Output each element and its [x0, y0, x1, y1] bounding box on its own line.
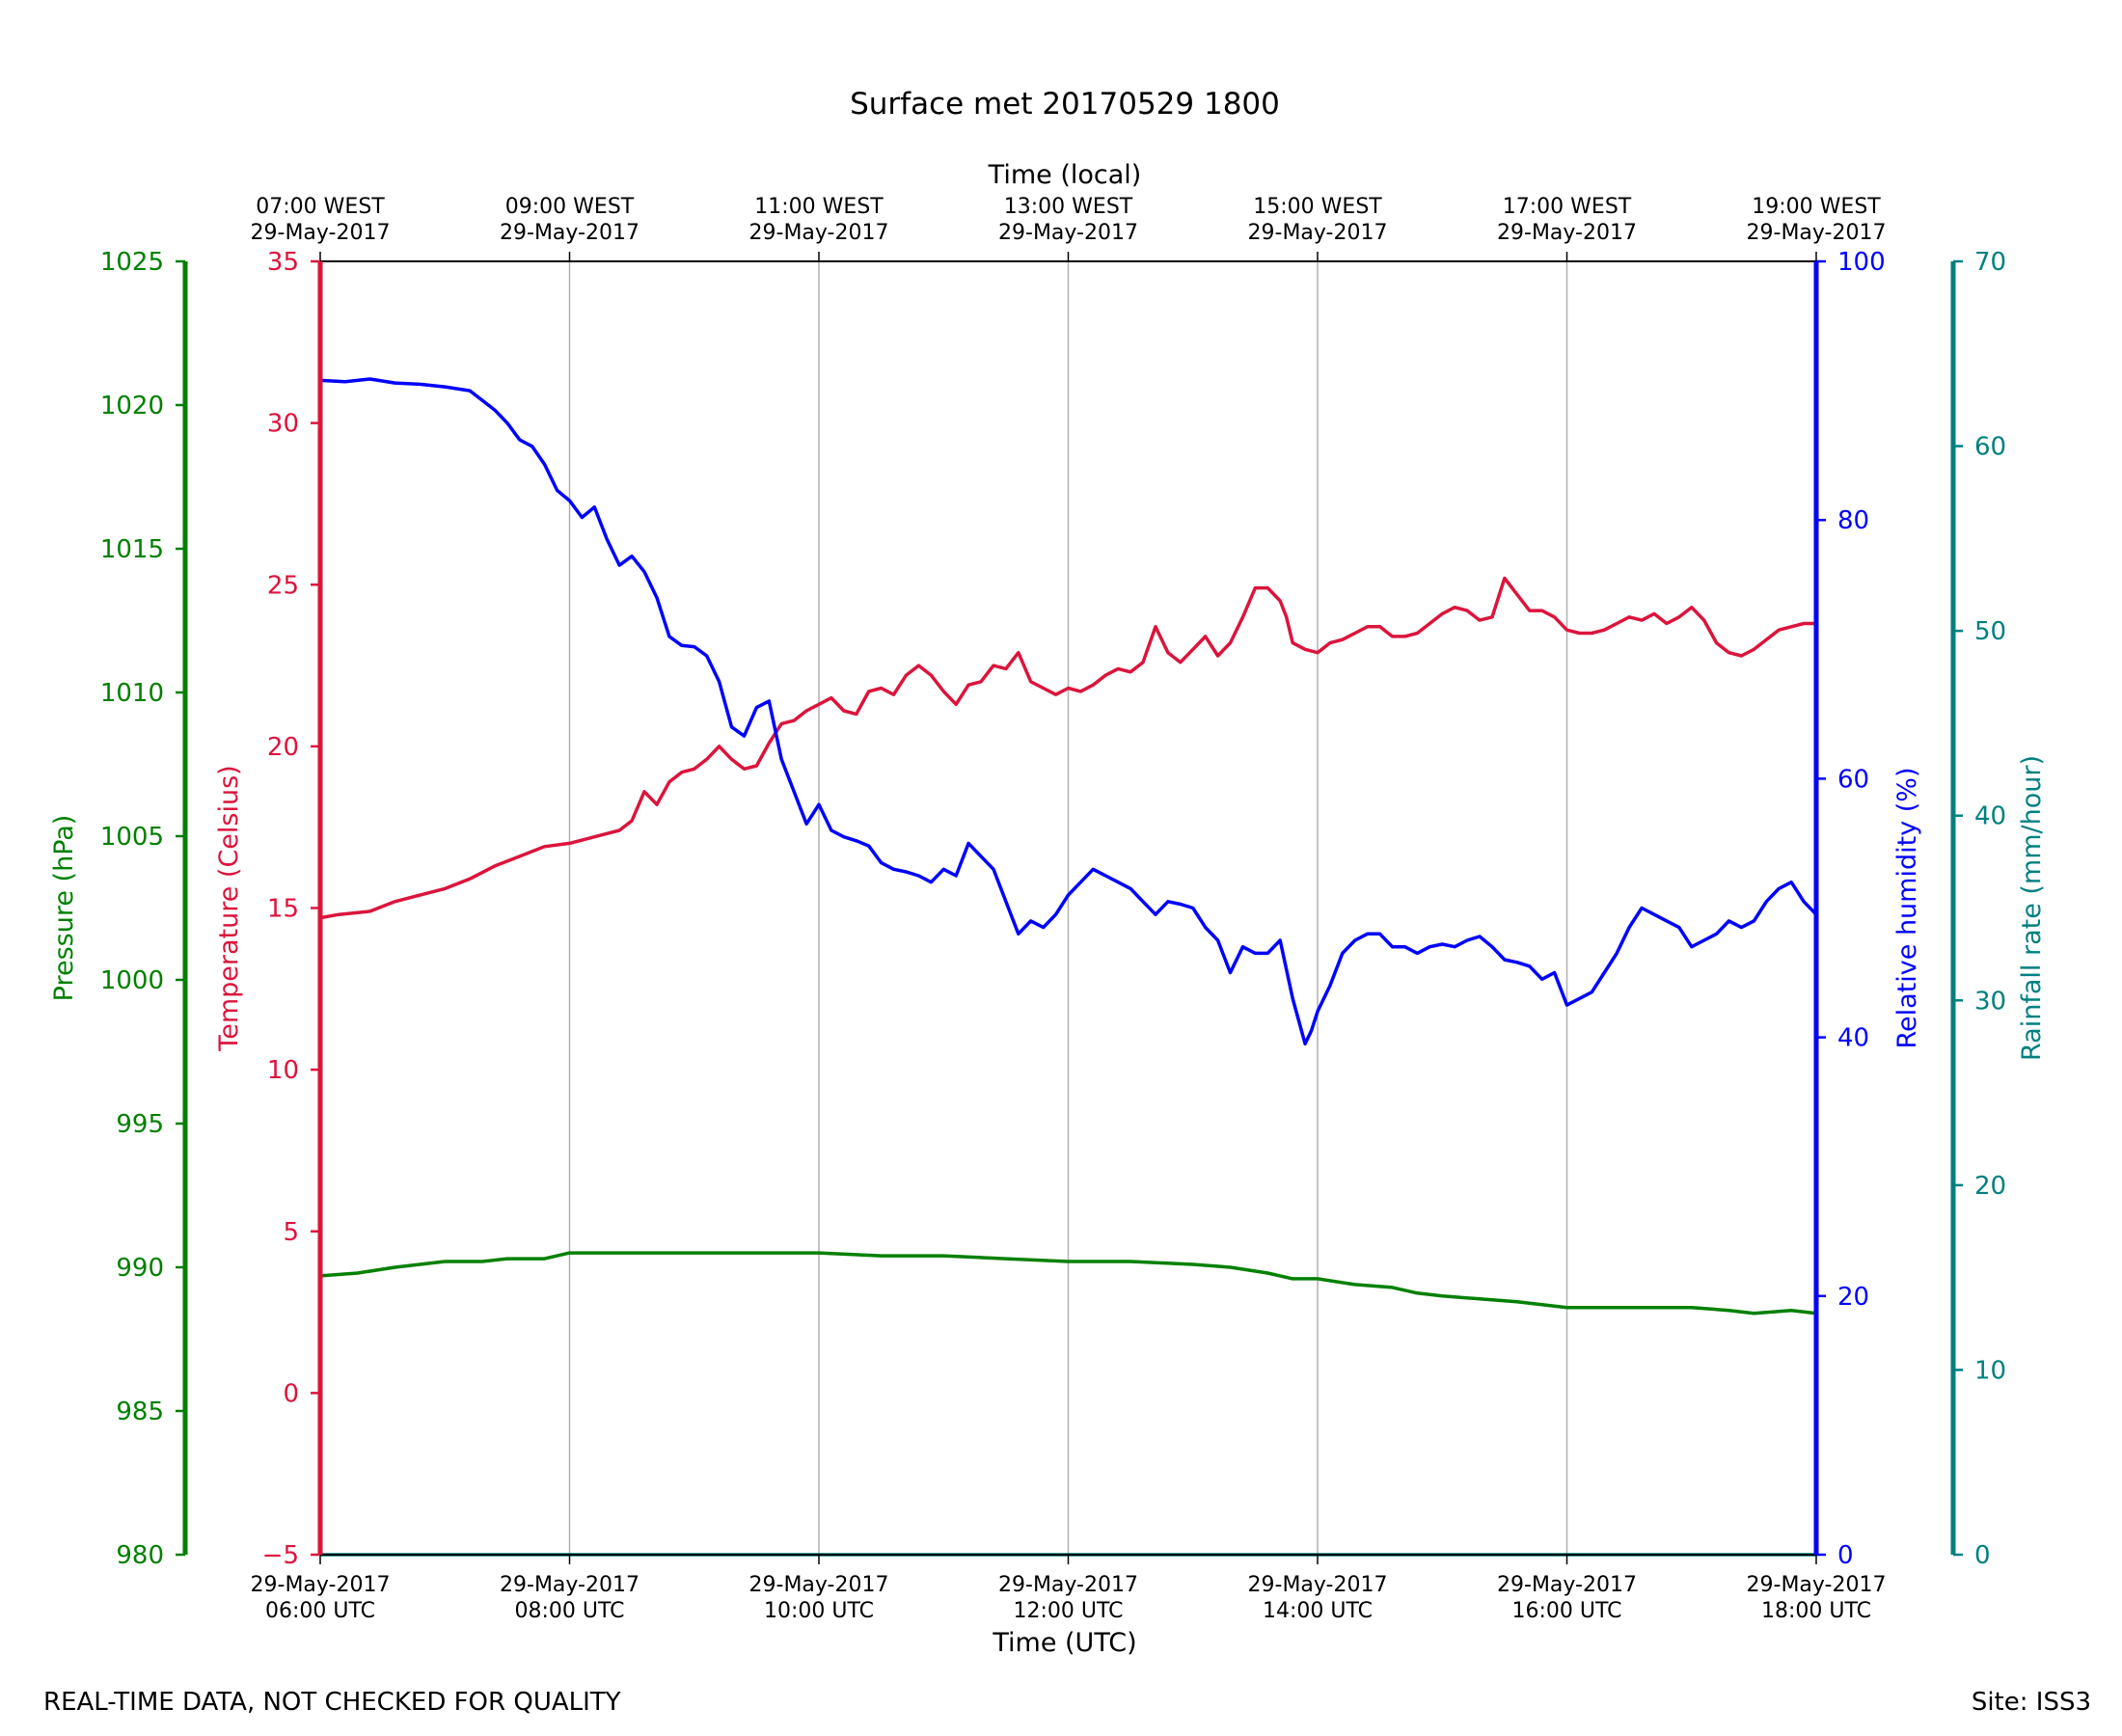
x2-tick-label-time: 11:00 WEST — [754, 195, 884, 219]
humidity-tick-label: 80 — [1837, 506, 1869, 535]
temperature-tick-label: 20 — [267, 733, 299, 762]
pressure-tick-label: 1020 — [100, 392, 164, 420]
x-axis-top-label: Time (local) — [988, 160, 1142, 190]
temperature-tick-label: 0 — [283, 1379, 299, 1408]
rainfall-axis-title: Rainfall rate (mm/hour) — [2017, 755, 2047, 1061]
pressure-tick-label: 1000 — [100, 966, 164, 995]
rainfall-tick-label: 70 — [1974, 248, 2006, 277]
x2-tick-label-time: 09:00 WEST — [505, 195, 635, 219]
rainfall-tick-label: 40 — [1974, 802, 2006, 831]
humidity-tick-label: 40 — [1837, 1024, 1869, 1053]
x-tick-label-time: 06:00 UTC — [265, 1599, 375, 1623]
temperature-tick-label: 5 — [283, 1218, 299, 1247]
x-tick-label-time: 08:00 UTC — [514, 1599, 624, 1623]
humidity-tick-label: 0 — [1837, 1541, 1854, 1570]
pressure-tick-label: 1025 — [100, 248, 164, 277]
x2-tick-label-date: 29-May-2017 — [500, 221, 639, 245]
x2-tick-label-time: 17:00 WEST — [1503, 195, 1632, 219]
x-tick-label-time: 14:00 UTC — [1263, 1599, 1373, 1623]
x2-tick-label-date: 29-May-2017 — [1747, 221, 1887, 245]
humidity-axis-title: Relative humidity (%) — [1892, 767, 1922, 1048]
x2-tick-label-date: 29-May-2017 — [1248, 221, 1388, 245]
x-tick-label-time: 16:00 UTC — [1511, 1599, 1621, 1623]
x-tick-label-time: 18:00 UTC — [1761, 1599, 1871, 1623]
data-quality-notice: REAL-TIME DATA, NOT CHECKED FOR QUALITY — [43, 1688, 621, 1717]
chart-title: Surface met 20170529 1800 — [850, 87, 1280, 122]
humidity-tick-label: 60 — [1837, 765, 1869, 794]
x2-tick-label-time: 07:00 WEST — [256, 195, 385, 219]
humidity-tick-label: 100 — [1837, 248, 1886, 277]
pressure-tick-label: 995 — [116, 1110, 164, 1139]
x-tick-label-date: 29-May-2017 — [251, 1573, 391, 1597]
x-tick-label-date: 29-May-2017 — [749, 1573, 889, 1597]
temperature-tick-label: 10 — [267, 1056, 299, 1085]
x2-tick-label-time: 15:00 WEST — [1253, 195, 1382, 219]
rainfall-tick-label: 0 — [1974, 1541, 1991, 1570]
pressure-tick-label: 990 — [116, 1254, 164, 1283]
temperature-tick-label: 25 — [267, 571, 299, 600]
pressure-tick-label: 985 — [116, 1397, 164, 1426]
x-tick-label-time: 10:00 UTC — [764, 1599, 874, 1623]
rainfall-tick-label: 50 — [1974, 617, 2006, 646]
x2-tick-label-date: 29-May-2017 — [998, 221, 1138, 245]
gridlines — [568, 261, 1568, 1555]
rainfall-tick-label: 30 — [1974, 987, 2006, 1016]
temperature-tick-label: 30 — [267, 410, 299, 439]
x-tick-label-date: 29-May-2017 — [1497, 1573, 1637, 1597]
x2-tick-label-date: 29-May-2017 — [251, 221, 391, 245]
rainfall-tick-label: 20 — [1974, 1172, 2006, 1201]
pressure-tick-label: 1010 — [100, 679, 164, 708]
x2-tick-label-date: 29-May-2017 — [749, 221, 889, 245]
temperature-line — [319, 576, 1816, 920]
pressure-tick-label: 980 — [116, 1541, 164, 1570]
x2-tick-label-date: 29-May-2017 — [1497, 221, 1637, 245]
rainfall-tick-label: 10 — [1974, 1356, 2006, 1385]
humidity-tick-label: 20 — [1837, 1283, 1869, 1312]
x-tick-label-date: 29-May-2017 — [1248, 1573, 1388, 1597]
temperature-tick-label: 35 — [267, 248, 299, 277]
pressure-line — [319, 1251, 1817, 1316]
x-tick-label-date: 29-May-2017 — [1747, 1573, 1887, 1597]
temperature-axis-title: Temperature (Celsius) — [214, 765, 244, 1051]
temperature-tick-label: −5 — [262, 1541, 299, 1570]
x2-tick-label-time: 13:00 WEST — [1004, 195, 1133, 219]
x-tick-label-time: 12:00 UTC — [1013, 1599, 1123, 1623]
x-tick-label-date: 29-May-2017 — [998, 1573, 1138, 1597]
temperature-tick-label: 15 — [267, 895, 299, 924]
pressure-tick-label: 1015 — [100, 535, 164, 564]
relative-humidity-line — [319, 377, 1818, 1046]
rainfall-tick-label: 60 — [1974, 433, 2006, 462]
x-tick-label-date: 29-May-2017 — [500, 1573, 639, 1597]
site-label: Site: ISS3 — [1971, 1688, 2091, 1717]
pressure-axis-title: Pressure (hPa) — [49, 815, 79, 1002]
x-axis-bottom-label: Time (UTC) — [992, 1628, 1136, 1658]
pressure-tick-label: 1005 — [100, 823, 164, 852]
x2-tick-label-time: 19:00 WEST — [1752, 195, 1881, 219]
